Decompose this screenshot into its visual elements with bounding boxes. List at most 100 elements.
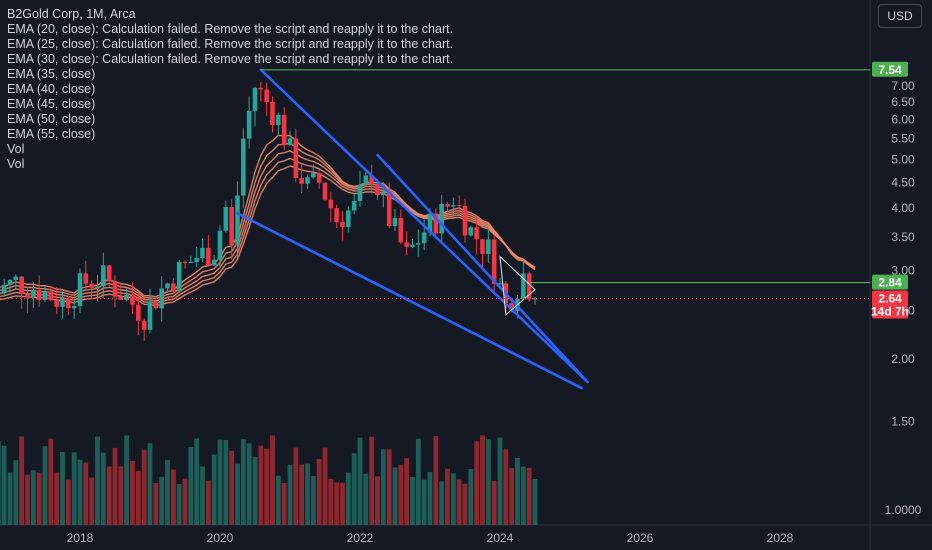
candle[interactable] — [328, 199, 334, 209]
candle[interactable] — [147, 301, 153, 330]
candle[interactable] — [200, 247, 205, 259]
candle[interactable] — [410, 244, 415, 247]
candle[interactable] — [229, 207, 234, 245]
candle[interactable] — [526, 273, 532, 300]
candle[interactable] — [1, 284, 7, 293]
candle[interactable] — [54, 300, 59, 307]
candle[interactable] — [281, 114, 287, 146]
candle[interactable] — [497, 283, 503, 285]
candle[interactable] — [7, 279, 13, 285]
candle[interactable] — [211, 259, 217, 266]
candle[interactable] — [287, 138, 293, 146]
trend-line[interactable] — [376, 153, 589, 384]
candle[interactable] — [427, 213, 433, 233]
candle[interactable] — [182, 261, 188, 263]
candle[interactable] — [322, 182, 328, 200]
candle[interactable] — [392, 217, 398, 227]
candle[interactable] — [276, 114, 281, 125]
candle[interactable] — [223, 207, 229, 231]
candle[interactable] — [71, 306, 77, 309]
candle[interactable] — [217, 230, 223, 260]
candle[interactable] — [334, 208, 339, 223]
candle[interactable] — [293, 138, 299, 179]
candle[interactable] — [316, 173, 322, 183]
candle[interactable] — [468, 227, 474, 236]
candle[interactable] — [235, 195, 240, 245]
candle[interactable] — [258, 87, 264, 90]
candle[interactable] — [439, 204, 444, 234]
candle[interactable] — [381, 191, 386, 196]
trend-line[interactable] — [259, 68, 589, 384]
candle[interactable] — [159, 288, 164, 309]
trend-line[interactable] — [236, 212, 583, 390]
candle[interactable] — [246, 110, 252, 139]
candle[interactable] — [404, 242, 409, 247]
candle[interactable] — [445, 204, 450, 207]
candle[interactable] — [36, 290, 42, 300]
candle[interactable] — [13, 276, 19, 280]
candle[interactable] — [486, 239, 491, 254]
candle[interactable] — [462, 205, 468, 236]
price-tag-0 — [872, 61, 908, 77]
candle[interactable] — [141, 320, 147, 330]
candle[interactable] — [171, 283, 176, 291]
candle[interactable] — [363, 175, 369, 185]
candle[interactable] — [474, 227, 479, 240]
candle[interactable] — [241, 138, 246, 196]
candle[interactable] — [299, 178, 304, 184]
candle[interactable] — [509, 303, 514, 311]
candle[interactable] — [112, 281, 118, 297]
candle[interactable] — [369, 175, 374, 185]
candle[interactable] — [176, 261, 182, 291]
candle[interactable] — [25, 293, 30, 298]
currency-button[interactable]: USD — [878, 4, 922, 28]
candle[interactable] — [521, 273, 526, 299]
candle[interactable] — [375, 184, 380, 196]
candle[interactable] — [66, 298, 71, 309]
candle[interactable] — [153, 301, 159, 309]
candle[interactable] — [340, 222, 345, 228]
candle[interactable] — [136, 304, 141, 321]
candle[interactable] — [456, 205, 462, 207]
candle[interactable] — [106, 265, 112, 282]
candle[interactable] — [165, 283, 170, 289]
candle[interactable] — [19, 276, 24, 294]
candle[interactable] — [270, 102, 275, 125]
candle[interactable] — [0, 292, 1, 294]
candle[interactable] — [95, 286, 100, 288]
candle[interactable] — [89, 283, 94, 288]
y-tick-label: 1.50 — [891, 415, 915, 429]
candle[interactable] — [83, 273, 89, 284]
candle[interactable] — [130, 295, 135, 305]
candle[interactable] — [188, 261, 194, 263]
candle[interactable] — [532, 298, 538, 300]
candle[interactable] — [101, 265, 106, 287]
candle[interactable] — [480, 239, 485, 254]
candle[interactable] — [491, 239, 497, 284]
pattern-triangle[interactable] — [499, 255, 536, 316]
candle[interactable] — [416, 243, 421, 245]
candle[interactable] — [357, 184, 363, 201]
candle[interactable] — [48, 291, 54, 301]
candle[interactable] — [77, 273, 83, 307]
candle[interactable] — [206, 247, 211, 266]
candle[interactable] — [252, 87, 258, 111]
candle[interactable] — [194, 258, 199, 262]
candle[interactable] — [305, 177, 310, 184]
candle[interactable] — [433, 213, 439, 234]
candle[interactable] — [31, 290, 36, 298]
x-tick-label: 2026 — [627, 531, 654, 545]
candle[interactable] — [386, 191, 392, 227]
candle[interactable] — [124, 295, 129, 300]
candle[interactable] — [451, 205, 456, 207]
candle[interactable] — [346, 210, 351, 228]
candle[interactable] — [42, 291, 48, 300]
candle[interactable] — [264, 89, 269, 103]
candle[interactable] — [60, 298, 65, 307]
candle[interactable] — [421, 232, 427, 244]
candle[interactable] — [398, 217, 404, 243]
volume-bar — [421, 479, 427, 525]
candle[interactable] — [351, 200, 357, 211]
candle[interactable] — [311, 173, 316, 178]
